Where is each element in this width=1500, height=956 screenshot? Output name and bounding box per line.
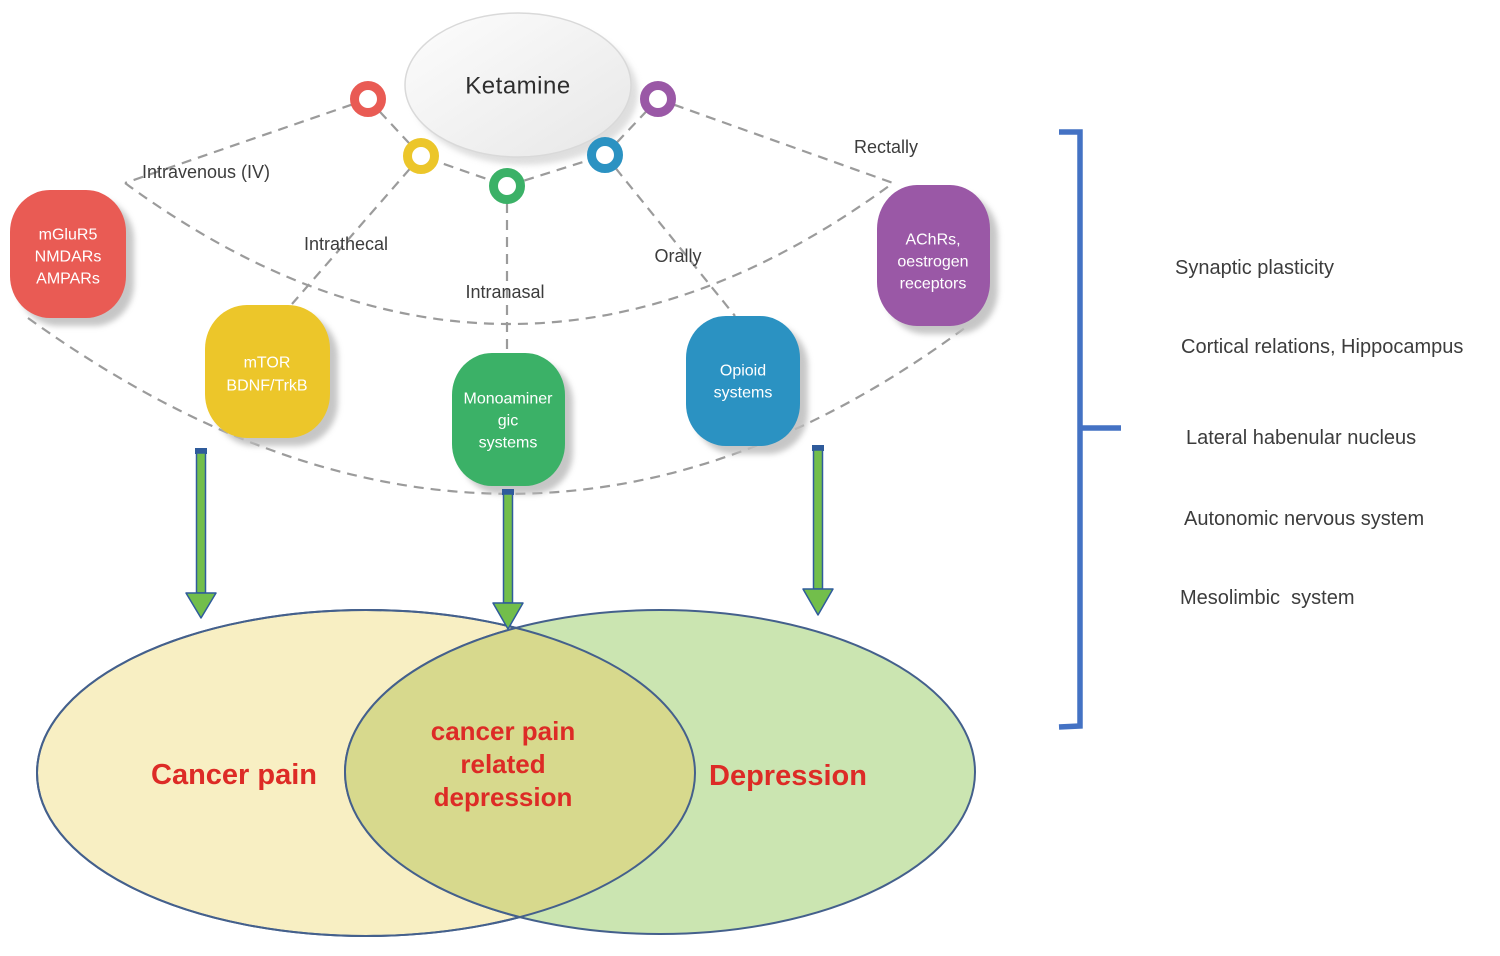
- venn-left-label: Cancer pain: [151, 759, 317, 791]
- mechanism-box-label-line: systems: [479, 435, 538, 452]
- ring-intravenous: [350, 81, 386, 117]
- route-label-intravenous: Intravenous (IV): [142, 162, 270, 182]
- mechanism-box-label-line: systems: [714, 385, 773, 402]
- mechanism-box-label-line: AChRs,: [905, 232, 960, 249]
- brain-region-item: Autonomic nervous system: [1184, 508, 1424, 530]
- mechanism-box-label-line: BDNF/TrkB: [226, 378, 307, 395]
- route-label-intrathecal: Intrathecal: [304, 234, 388, 254]
- mechanism-box-label-line: mTOR: [244, 355, 291, 372]
- route-label-rectally: Rectally: [854, 137, 918, 157]
- arrow-right: [802, 445, 834, 616]
- mechanism-box: [686, 316, 800, 446]
- ring-orally: [587, 137, 623, 173]
- mechanism-achrs-oestrogen-receptors: AChRs, oestrogen receptors: [877, 185, 998, 334]
- ring-chain-dashed-line: [367, 98, 659, 188]
- mechanism-box-label-line: oestrogen: [897, 254, 968, 271]
- upper-dashed-arc: [124, 182, 894, 326]
- mechanism-box-label-line: NMDARs: [35, 249, 102, 266]
- route-label-orally: Orally: [654, 246, 701, 266]
- venn-right-label: Depression: [709, 760, 867, 792]
- mechanism-box: [205, 305, 330, 438]
- bracket: [1058, 129, 1121, 730]
- brain-region-item: Cortical relations, Hippocampus: [1181, 336, 1463, 358]
- brain-region-item: Mesolimbic system: [1180, 587, 1354, 609]
- brain-region-item: Lateral habenular nucleus: [1186, 427, 1416, 449]
- mechanism-box-label-line: Monoaminer: [464, 391, 554, 408]
- spoke-intrathecal: [291, 155, 422, 305]
- brain-region-item: Synaptic plasticity: [1175, 257, 1334, 279]
- mechanism-box: [452, 353, 565, 486]
- venn-diagram: Cancer pain Depression cancer pain relat…: [36, 609, 976, 937]
- ring-intrathecal: [403, 138, 439, 174]
- ketamine-label: Ketamine: [465, 73, 570, 100]
- mechanism-opioid-systems: Opioid systems: [686, 316, 808, 454]
- arrow-middle: [492, 489, 524, 630]
- route-label-intranasal: Intranasal: [465, 282, 544, 302]
- venn-overlap-label-line: related: [460, 749, 545, 779]
- spoke-rectally: [657, 97, 894, 185]
- mechanism-box-label-line: Opioid: [720, 363, 766, 380]
- mechanism-box-label-line: receptors: [900, 276, 967, 293]
- spoke-intravenous: [124, 97, 369, 185]
- venn-overlap-label-line: cancer pain: [431, 716, 576, 746]
- mechanism-glutamate-receptors: mGluR5 NMDARs AMPARs: [10, 190, 134, 326]
- mechanism-monoaminergic-systems: Monoaminer gic systems: [452, 353, 573, 494]
- venn-left-outline: [36, 609, 696, 937]
- route-rings: [350, 81, 676, 204]
- mechanism-mtor-bdnf-trkb: mTOR BDNF/TrkB: [205, 305, 338, 446]
- ketamine-node: Ketamine: [404, 12, 638, 165]
- mechanism-box-label-line: gic: [498, 413, 518, 430]
- mechanism-box-label-line: mGluR5: [39, 227, 98, 244]
- arrow-left: [185, 448, 217, 619]
- ketamine-ellipse: [404, 12, 632, 158]
- ring-intranasal: [489, 168, 525, 204]
- brain-region-panel: Synaptic plasticity Cortical relations, …: [1058, 129, 1463, 730]
- mechanism-box: [10, 190, 126, 318]
- spoke-orally: [604, 154, 736, 317]
- mechanism-box-label-line: AMPARs: [36, 271, 100, 288]
- mechanism-box: [877, 185, 990, 326]
- effect-arrows: [185, 445, 834, 630]
- venn-overlap-label-line: depression: [434, 782, 573, 812]
- ring-rectally: [640, 81, 676, 117]
- route-labels: Intravenous (IV) Intrathecal Intranasal …: [142, 137, 918, 302]
